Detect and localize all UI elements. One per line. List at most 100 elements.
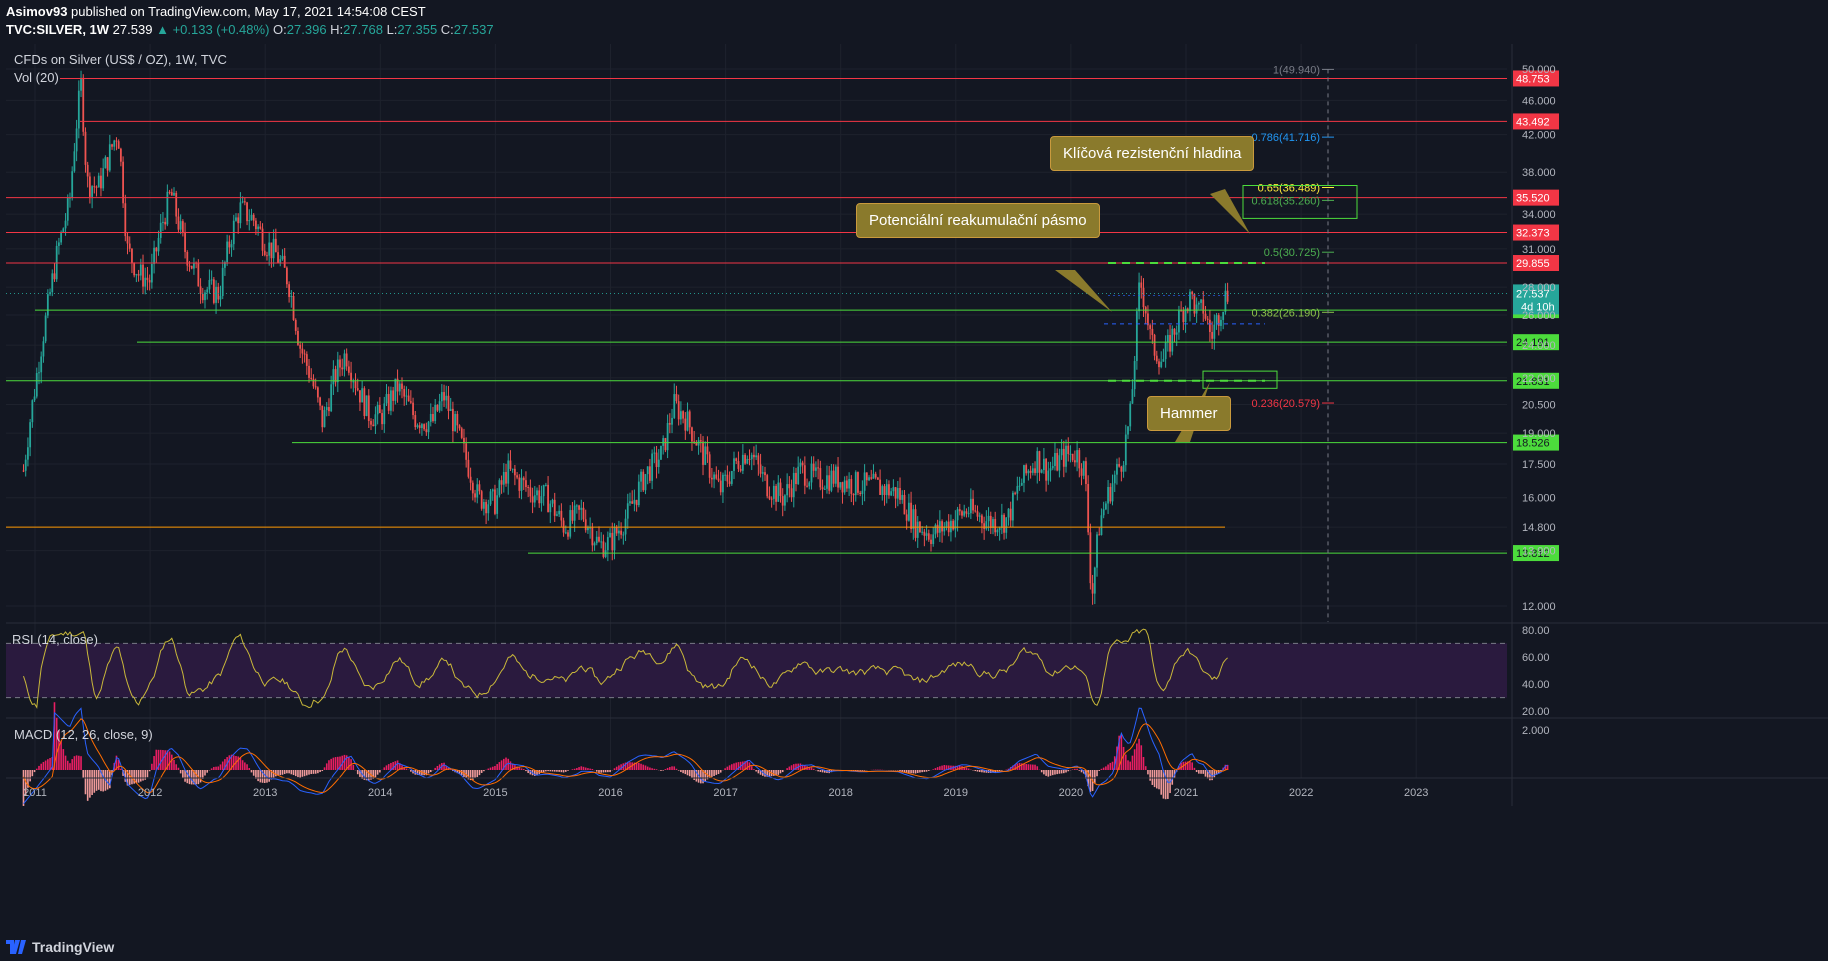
candle-body [416, 425, 419, 428]
candle-body [894, 487, 897, 499]
macd-histogram-bar [190, 770, 193, 785]
macd-histogram-bar [1098, 770, 1101, 771]
macd-histogram-bar [766, 770, 769, 777]
candle-body [314, 386, 317, 388]
candle-body [1045, 458, 1048, 481]
macd-histogram-bar [1080, 770, 1083, 773]
macd-histogram-bar [263, 770, 266, 784]
candle-body [434, 404, 437, 422]
macd-histogram-bar [553, 770, 556, 772]
macd-histogram-bar [744, 761, 746, 770]
macd-histogram-bar [733, 763, 735, 770]
candle-body [1100, 515, 1103, 535]
macd-histogram-bar [861, 770, 864, 771]
candle-body [750, 454, 753, 460]
candle-body [671, 417, 673, 425]
macd-legend[interactable]: MACD (12, 26, close, 9) [14, 727, 153, 742]
author[interactable]: Asimov93 [6, 4, 68, 19]
macd-histogram-bar [1195, 770, 1198, 773]
instrument-legend[interactable]: CFDs on Silver (US$ / OZ), 1W, TVC [14, 52, 227, 67]
candle-body [976, 511, 979, 517]
candle-body [1056, 452, 1059, 471]
macd-histogram-bar [691, 770, 693, 778]
macd-histogram-bar [376, 770, 379, 775]
tradingview-logo-icon [6, 940, 26, 954]
candle-body [688, 411, 691, 428]
candle-body [93, 186, 96, 188]
candle-body [73, 151, 76, 172]
candle-body [75, 128, 78, 152]
resistance-callout[interactable]: Klíčová rezistenční hladina [1050, 136, 1255, 171]
macd-histogram-bar [179, 770, 182, 774]
volume-legend[interactable]: Vol (20) [14, 70, 59, 85]
hammer-callout[interactable]: Hammer [1147, 396, 1231, 431]
open-value: 27.396 [286, 22, 327, 37]
macd-histogram-bar [148, 770, 151, 772]
candle-body [226, 241, 229, 263]
candle-body [1005, 517, 1008, 533]
macd-histogram-bar [1122, 746, 1125, 770]
macd-histogram-bar [106, 770, 109, 790]
macd-histogram-bar [1076, 768, 1078, 770]
macd-histogram-bar [1054, 770, 1056, 775]
candle-body [710, 477, 713, 480]
symbol[interactable]: TVC:SILVER, 1W [6, 22, 110, 37]
candle-body [502, 471, 505, 485]
macd-histogram-bar [905, 770, 908, 773]
candle-body [447, 395, 450, 411]
candle-body [108, 144, 111, 171]
candle-body [677, 401, 680, 420]
candle-body [58, 242, 60, 246]
macd-histogram-bar [312, 770, 315, 774]
macd-histogram-bar [801, 764, 804, 770]
candle-body [1073, 460, 1076, 463]
macd-histogram-bar [266, 770, 268, 783]
macd-histogram-bar [168, 751, 171, 770]
macd-histogram-bar [137, 770, 140, 783]
candle-body [432, 413, 434, 422]
candle-body [558, 510, 561, 515]
candle-body [376, 405, 379, 415]
x-axis-tick-label: 2020 [1059, 787, 1083, 799]
macd-histogram-bar [936, 767, 939, 770]
candle-body [890, 491, 893, 496]
macd-histogram-bar [675, 768, 678, 770]
candle-body [452, 408, 454, 432]
rsi-legend[interactable]: RSI (14, close) [12, 632, 98, 647]
macd-histogram-bar [219, 764, 222, 770]
macd-histogram-bar [985, 770, 988, 773]
fib-level-label: 0.65(36.489) [1258, 182, 1320, 194]
macd-histogram-bar [571, 769, 574, 770]
macd-histogram-bar [489, 767, 492, 770]
candle-body [301, 348, 304, 354]
candle-body [237, 217, 240, 224]
support-price-label: 24.191 [1516, 337, 1550, 349]
candle-body [500, 480, 503, 485]
macd-histogram-bar [228, 755, 231, 770]
candle-body [206, 289, 209, 293]
candle-body [544, 484, 547, 486]
candle-body [294, 319, 297, 331]
macd-histogram-bar [279, 770, 282, 776]
macd-histogram-bar [314, 770, 317, 774]
price-chart[interactable]: 48.75343.49235.52032.37329.85526.34124.1… [0, 44, 1828, 933]
macd-histogram-bar [629, 762, 631, 770]
candle-body [916, 521, 919, 538]
candle-body [987, 515, 990, 522]
candle-body [210, 279, 213, 281]
candle-body [1142, 287, 1145, 308]
resistance-price-label: 35.520 [1516, 193, 1550, 205]
candle-body [88, 176, 91, 197]
reaccumulation-callout[interactable]: Potenciální reakumulační pásmo [856, 203, 1100, 238]
macd-histogram-bar [819, 770, 822, 772]
footer [0, 933, 1828, 961]
macd-histogram-bar [401, 765, 403, 770]
candle-body [64, 220, 67, 229]
macd-histogram-bar [1224, 764, 1227, 770]
candle-body [1047, 470, 1050, 481]
candle-body [80, 77, 82, 91]
macd-histogram-bar [1047, 770, 1050, 777]
brand[interactable]: TradingView [6, 933, 114, 961]
candle-body [981, 515, 983, 524]
candle-body [969, 498, 972, 514]
